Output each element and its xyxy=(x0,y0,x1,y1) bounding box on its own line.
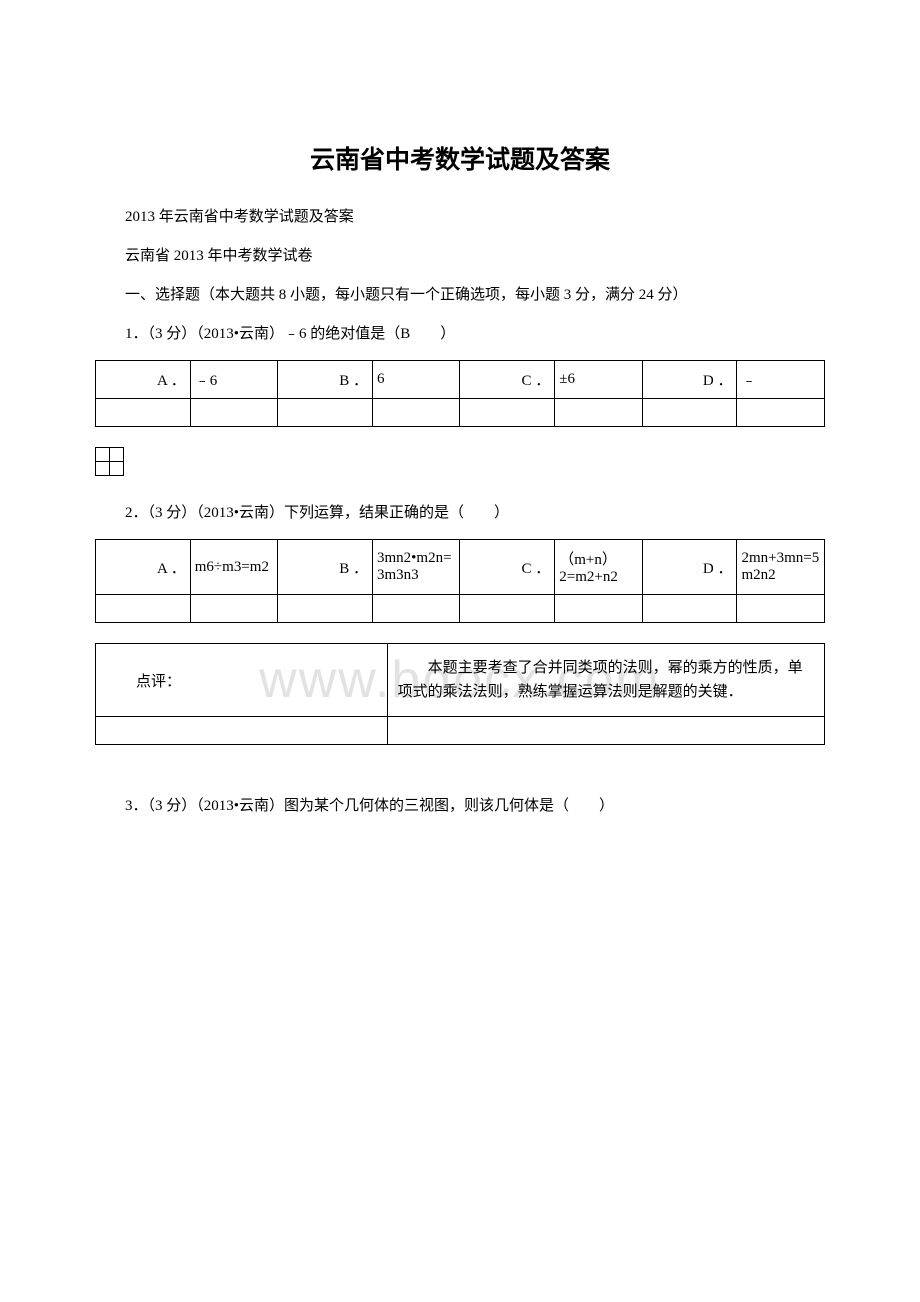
intro-line-2: 云南省 2013 年中考数学试卷 xyxy=(95,243,825,270)
table-row: A ． ﹣6 B ． 6 C ． ±6 D ． ﹣ xyxy=(96,361,825,399)
option-value-c: ±6 xyxy=(555,361,642,399)
option-label-c: C ． xyxy=(460,361,555,399)
question-3: 3．（3 分）（2013•云南）图为某个几何体的三视图，则该几何体是（ ） xyxy=(95,793,825,820)
option-label-c: C ． xyxy=(460,540,555,595)
intro-line-1: 2013 年云南省中考数学试题及答案 xyxy=(95,204,825,231)
option-value-d: ﹣ xyxy=(737,361,825,399)
review-text: 本题主要考查了合并同类项的法则，幂的乘方的性质，单项式的乘法法则，熟练掌握运算法… xyxy=(387,644,824,717)
review-label: 点评： xyxy=(96,644,388,717)
section-heading: 一、选择题（本大题共 8 小题，每小题只有一个正确选项，每小题 3 分，满分 2… xyxy=(95,282,825,309)
option-value-a: ﹣6 xyxy=(190,361,277,399)
option-label-a: A ． xyxy=(96,540,191,595)
review-table: 点评： 本题主要考查了合并同类项的法则，幂的乘方的性质，单项式的乘法法则，熟练掌… xyxy=(95,643,825,745)
option-value-d: 2mn+3mn=5m2n2 xyxy=(737,540,825,595)
option-label-d: D ． xyxy=(642,361,737,399)
small-grid-icon xyxy=(95,447,124,476)
answer-table-1: A ． ﹣6 B ． 6 C ． ±6 D ． ﹣ xyxy=(95,360,825,427)
option-value-a: m6÷m3=m2 xyxy=(190,540,277,595)
option-value-b: 3mn2•m2n=3m3n3 xyxy=(373,540,460,595)
table-row: 点评： 本题主要考查了合并同类项的法则，幂的乘方的性质，单项式的乘法法则，熟练掌… xyxy=(96,644,825,717)
table-row: A ． m6÷m3=m2 B ． 3mn2•m2n=3m3n3 C ． （m+n… xyxy=(96,540,825,595)
document-title: 云南省中考数学试题及答案 xyxy=(95,140,825,176)
option-label-b: B ． xyxy=(278,540,373,595)
option-value-b: 6 xyxy=(373,361,460,399)
question-2: 2．（3 分）（2013•云南）下列运算，结果正确的是（ ） xyxy=(95,500,825,527)
question-1: 1．（3 分）（2013•云南）﹣6 的绝对值是（B ） xyxy=(95,321,825,348)
option-value-c: （m+n）2=m2+n2 xyxy=(555,540,642,595)
option-label-b: B ． xyxy=(278,361,373,399)
option-label-a: A ． xyxy=(96,361,191,399)
option-label-d: D ． xyxy=(642,540,737,595)
table-row xyxy=(96,717,825,745)
answer-table-2: A ． m6÷m3=m2 B ． 3mn2•m2n=3m3n3 C ． （m+n… xyxy=(95,539,825,623)
table-row xyxy=(96,399,825,427)
spacer xyxy=(95,765,825,793)
document-content: 云南省中考数学试题及答案 2013 年云南省中考数学试题及答案 云南省 2013… xyxy=(95,140,825,820)
table-row xyxy=(96,595,825,623)
